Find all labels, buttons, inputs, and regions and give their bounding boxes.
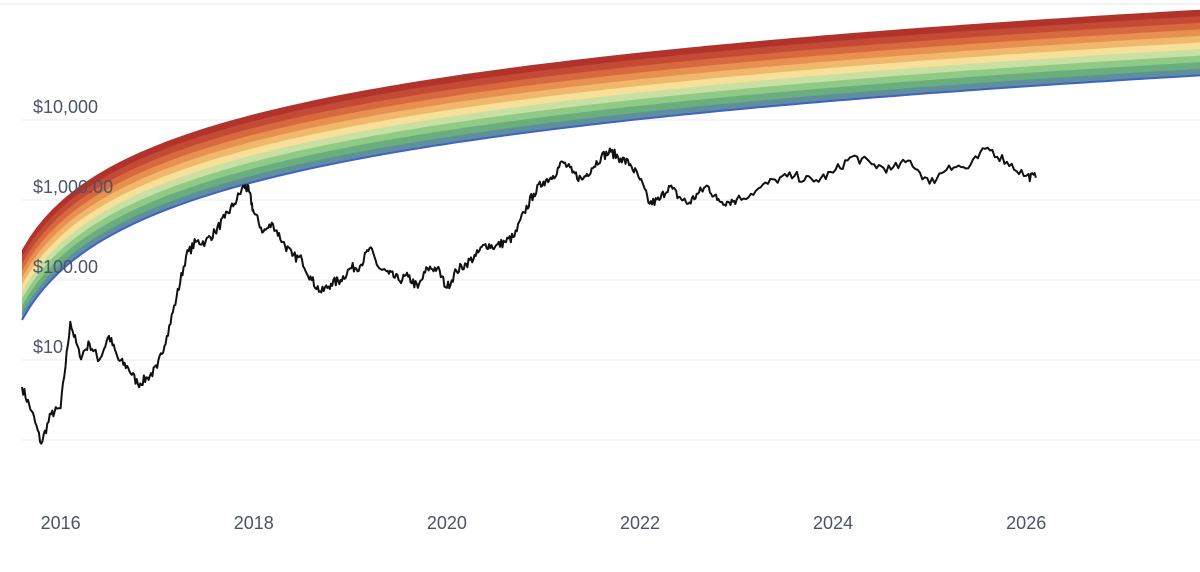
x-tick-label: 2020 [427, 513, 467, 533]
price-series [21, 146, 1037, 445]
grid-lines [22, 119, 1200, 441]
rainbow-band-0 [22, 9, 1200, 258]
rainbow-band-8 [22, 62, 1200, 314]
rainbow-band-1 [22, 16, 1200, 265]
x-tick-label: 2024 [813, 513, 853, 533]
x-tick-label: 2016 [41, 513, 81, 533]
x-tick-label: 2022 [620, 513, 660, 533]
rainbow-band-3 [22, 29, 1200, 279]
rainbow-band-7 [22, 55, 1200, 307]
rainbow-band-9 [22, 68, 1200, 321]
rainbow-bottom-line [21, 74, 1200, 321]
rainbow-bands [21, 9, 1200, 321]
x-axis-labels: 2016 2018 2020 2022 2024 2026 [41, 513, 1047, 533]
x-tick-label: 2026 [1006, 513, 1046, 533]
rainbow-band-6 [22, 49, 1200, 300]
rainbow-band-4 [22, 35, 1200, 286]
y-tick-label: $10,000 [33, 97, 98, 117]
y-tick-label: $10 [33, 337, 63, 357]
rainbow-band-2 [22, 22, 1200, 272]
y-axis-labels: $10,000 $1,000.00 $100.00 $10 [33, 97, 113, 357]
y-tick-label: $100.00 [33, 257, 98, 277]
x-tick-label: 2018 [234, 513, 274, 533]
rainbow-band-5 [22, 42, 1200, 293]
price-line [21, 146, 1037, 445]
y-tick-label: $1,000.00 [33, 177, 113, 197]
